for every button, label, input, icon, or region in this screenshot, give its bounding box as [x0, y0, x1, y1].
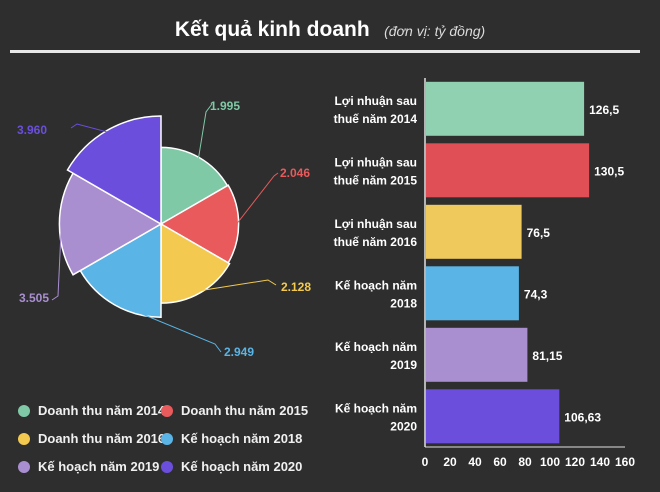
bar-x-tick-label: 60 — [493, 455, 507, 469]
bar-category-label: Lợi nhuận sau thuế năm 2015 — [334, 155, 418, 187]
legend-label: Kế hoạch năm 2019 — [38, 459, 160, 474]
pie-slice-ke-hoach-nam-2019 — [58, 172, 163, 276]
bar-x-tick-label: 100 — [540, 455, 560, 469]
pie-slice-ke-hoach-nam-2020 — [66, 115, 162, 226]
bar-category-label-line: thuế năm 2014 — [334, 112, 418, 126]
bar-category-label: Kế hoạch năm 2018 — [335, 278, 417, 310]
pie-slice-doanh-thu-nam-2014 — [160, 146, 229, 226]
bar-x-tick-label: 120 — [565, 455, 585, 469]
bar-x-tick-label: 140 — [590, 455, 610, 469]
bar-loi-nhuan-sau-thue-nam-2015 — [426, 143, 590, 198]
pie-value-label: 3.960 — [17, 123, 47, 137]
pie-leader-line — [199, 279, 277, 292]
pie-chart: 1.995 2.046 2.128 2.949 3.505 3.960 — [17, 99, 311, 359]
bar-category-label-line: Kế hoạch năm — [335, 278, 417, 292]
pie-leader-line — [197, 103, 213, 160]
bar-category-label: Lợi nhuận sau thuế năm 2016 — [334, 217, 418, 249]
bar-category-label-line: Lợi nhuận sau — [334, 155, 417, 169]
bar-category-label-line: 2019 — [390, 358, 417, 372]
bar-category-label-line: thuế năm 2016 — [334, 235, 418, 249]
legend-label: Doanh thu năm 2014 — [38, 403, 166, 418]
legend-swatch — [18, 432, 30, 445]
legend-swatch — [18, 404, 30, 417]
pie-value-label: 2.949 — [224, 345, 254, 359]
unit-subtitle: (đơn vị: tỷ đồng) — [384, 23, 486, 39]
bar-category-label-line: Lợi nhuận sau — [334, 94, 417, 108]
page-title: Kết quả kinh doanh — [174, 18, 370, 41]
legend-item-ke-hoach-nam-2018: Kế hoạch năm 2018 — [161, 431, 302, 446]
pie-value-label: 2.046 — [280, 166, 310, 180]
bar-x-tick-label: 40 — [468, 455, 482, 469]
bar-category-label-line: thuế năm 2015 — [334, 173, 418, 187]
bar-category-label: Lợi nhuận sau thuế năm 2014 — [334, 94, 418, 126]
legend-label: Kế hoạch năm 2018 — [181, 431, 303, 446]
pie-value-label: 3.505 — [19, 291, 49, 305]
bar-value-label: 126,5 — [589, 103, 619, 117]
bar-x-tick-label: 0 — [422, 455, 429, 469]
legend-item-ke-hoach-nam-2020: Kế hoạch năm 2020 — [161, 459, 302, 474]
bar-chart: 126,5 Lợi nhuận sau thuế năm 2014 130,5 Lợi … — [334, 78, 635, 469]
bar-category-label: Kế hoạch năm 2020 — [335, 401, 417, 433]
legend-item-doanh-thu-nam-2016: Doanh thu năm 2016 — [18, 431, 165, 446]
title-divider — [10, 50, 640, 53]
bar-ke-hoach-nam-2018 — [426, 266, 519, 321]
bar-x-tick-label: 80 — [518, 455, 532, 469]
legend-label: Kế hoạch năm 2020 — [181, 459, 303, 474]
legend-item-ke-hoach-nam-2019: Kế hoạch năm 2019 — [18, 459, 159, 474]
legend-swatch — [161, 404, 173, 417]
bar-value-label: 74,3 — [524, 287, 548, 301]
bar-value-label: 76,5 — [527, 226, 551, 240]
legend-label: Doanh thu năm 2016 — [38, 431, 166, 446]
bar-loi-nhuan-sau-thue-nam-2016 — [426, 204, 522, 259]
pie-value-label: 2.128 — [281, 280, 311, 294]
bar-category-label-line: Kế hoạch năm — [335, 340, 417, 354]
bar-x-tick-label: 20 — [443, 455, 457, 469]
bar-value-label: 106,63 — [564, 410, 601, 424]
pie-leader-line — [236, 172, 279, 225]
bar-category-label-line: 2018 — [390, 296, 417, 310]
bar-ke-hoach-nam-2020 — [426, 389, 560, 444]
legend-swatch — [161, 432, 173, 445]
bar-category-label-line: Lợi nhuận sau — [334, 217, 417, 231]
pie-leader-line — [51, 223, 62, 301]
pie-slice-doanh-thu-nam-2016 — [160, 222, 231, 304]
bar-ke-hoach-nam-2019 — [426, 327, 528, 382]
bar-value-label: 81,15 — [532, 349, 562, 363]
bar-loi-nhuan-sau-thue-nam-2014 — [426, 81, 585, 136]
bar-x-tick-label: 160 — [615, 455, 635, 469]
legend-item-doanh-thu-nam-2015: Doanh thu năm 2015 — [161, 403, 308, 418]
bar-category-label: Kế hoạch năm 2019 — [335, 340, 417, 372]
pie-leader-line — [115, 302, 222, 353]
pie-leader-line — [70, 123, 109, 133]
legend-swatch — [18, 460, 30, 473]
bar-category-label-line: Kế hoạch năm — [335, 401, 417, 415]
chart-header: Kết quả kinh doanh (đơn vị: tỷ đồng) — [0, 18, 660, 42]
bar-value-label: 130,5 — [594, 164, 624, 178]
legend-label: Doanh thu năm 2015 — [181, 403, 309, 418]
pie-value-label: 1.995 — [210, 99, 240, 113]
legend-swatch — [161, 460, 173, 473]
bar-category-label-line: 2020 — [390, 419, 417, 433]
legend-item-doanh-thu-nam-2014: Doanh thu năm 2014 — [18, 403, 165, 418]
pie-slice-ke-hoach-nam-2018 — [79, 222, 162, 318]
pie-slice-doanh-thu-nam-2015 — [159, 184, 240, 264]
